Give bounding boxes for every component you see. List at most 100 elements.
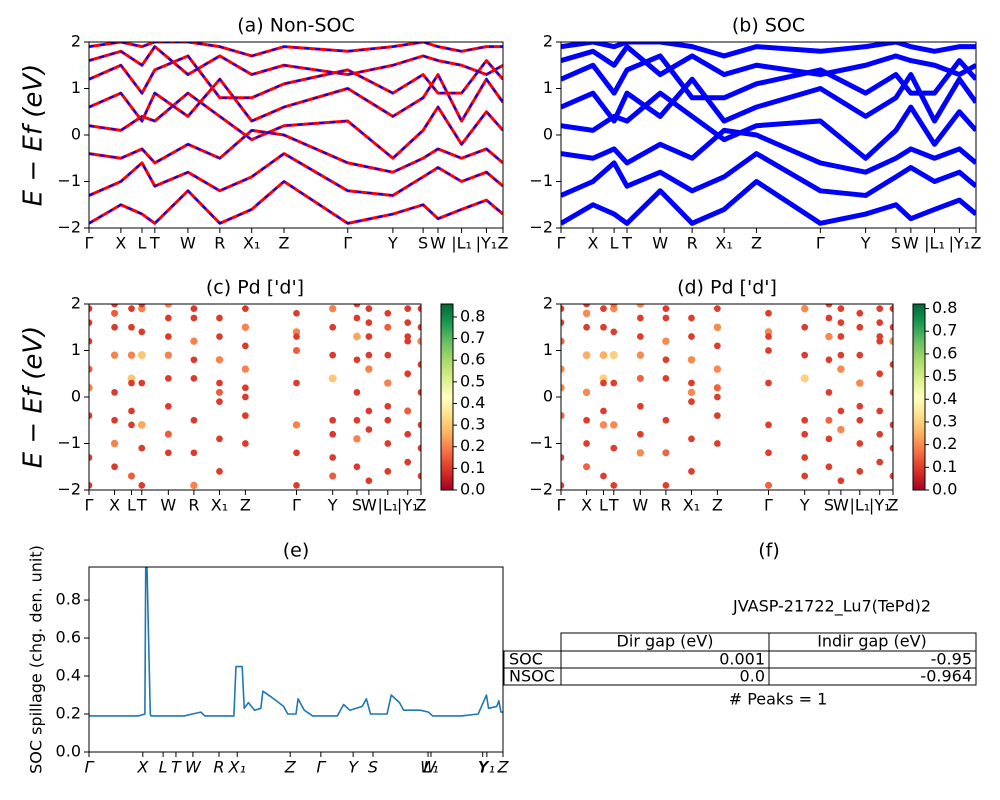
band-line <box>89 152 503 197</box>
projection-point <box>111 389 118 396</box>
projection-point <box>837 305 845 313</box>
projection-point <box>384 402 392 410</box>
projection-point <box>600 379 607 387</box>
projection-point <box>128 421 135 429</box>
projection-point <box>138 304 146 313</box>
projection-point <box>404 430 412 438</box>
x-tick-label: Z <box>497 758 510 777</box>
plot-area <box>89 567 503 717</box>
x-tick-label: R <box>687 234 698 253</box>
projection-point <box>89 482 93 489</box>
x-tick-label: |L₁ <box>924 234 945 253</box>
projection-point <box>329 454 337 461</box>
projection-point <box>164 402 172 410</box>
projection-point <box>856 440 864 447</box>
x-tick-label: R <box>188 496 199 515</box>
projection-point <box>293 309 300 317</box>
projection-point <box>876 458 884 466</box>
projection-point <box>837 365 845 373</box>
projection-point <box>764 481 773 489</box>
projection-point <box>856 351 864 359</box>
projection-point <box>89 454 93 461</box>
x-tick-label: W <box>180 234 196 253</box>
x-tick-label: L <box>610 234 619 253</box>
colorbar-tick-label: 0.2 <box>460 436 485 455</box>
projection-point <box>190 416 198 424</box>
projection-point <box>242 305 249 312</box>
y-tick-label: 0 <box>543 125 553 144</box>
projection-point <box>138 328 146 336</box>
colorbar-tick-label: 0.5 <box>932 366 957 385</box>
projection-point <box>216 314 223 322</box>
table-header-cell: Indir gap (eV) <box>817 632 927 651</box>
y-tick-label: 0 <box>71 387 81 406</box>
projection-point <box>801 351 809 359</box>
x-tick-label: W <box>420 758 437 777</box>
projection-point <box>856 379 864 387</box>
projection-point <box>365 477 373 485</box>
band-line-overlay <box>89 129 503 174</box>
projection-point <box>599 351 608 360</box>
projection-point <box>138 379 146 387</box>
x-tick-label: W <box>833 496 849 515</box>
projection-point <box>365 305 373 312</box>
x-tick-label: Y <box>478 758 489 777</box>
colorbar-tick-label: 0.4 <box>932 389 957 408</box>
projection-point <box>89 305 93 312</box>
panel-title: (b) SOC <box>732 15 805 37</box>
projection-point <box>662 375 670 382</box>
projection-point <box>561 454 565 461</box>
y-tick-label: −2 <box>529 480 553 499</box>
band-line-overlay <box>89 54 503 99</box>
x-tick-label: W <box>185 758 202 777</box>
x-tick-label: |Y₁ <box>397 496 419 515</box>
projection-point <box>561 481 565 489</box>
projection-point <box>89 384 93 392</box>
table-row <box>503 667 977 686</box>
y-tick-label: −1 <box>529 433 553 452</box>
projection-point <box>127 351 136 359</box>
projection-point <box>417 323 421 331</box>
projection-point <box>404 458 412 466</box>
projection-point <box>825 356 833 364</box>
x-tick-label: Γ <box>85 234 94 253</box>
y-tick-label: 2 <box>543 294 553 313</box>
y-tick-label: −1 <box>529 171 553 190</box>
projection-point <box>190 481 198 490</box>
x-tick-label: X₁ <box>228 758 246 777</box>
projection-point <box>417 305 421 312</box>
projection-point <box>190 337 198 345</box>
projection-point <box>889 323 893 331</box>
x-tick-label: |L₁ <box>451 234 472 253</box>
projection-point <box>365 351 373 359</box>
projection-point <box>329 351 337 359</box>
band-line-overlay <box>89 45 503 76</box>
projection-point <box>292 421 301 429</box>
projection-point <box>600 323 607 331</box>
x-tick-label: Γ <box>343 234 352 253</box>
projection-point <box>404 407 412 415</box>
projection-point <box>242 393 249 401</box>
y-tick-label: 2 <box>71 294 81 313</box>
plot-area <box>89 304 421 490</box>
colorbar-tick-label: 0.1 <box>932 457 957 476</box>
projection-point <box>662 305 670 313</box>
projection-point <box>384 468 392 475</box>
projection-point <box>353 332 361 341</box>
x-tick-label: Γ <box>316 758 326 777</box>
colorbar <box>440 303 454 491</box>
y-tick-label: −1 <box>57 171 81 190</box>
projection-point <box>610 444 618 452</box>
projection-point <box>365 333 373 340</box>
projection-point <box>713 384 721 392</box>
band-line <box>89 128 503 174</box>
axes-frame <box>88 566 504 753</box>
projection-point <box>714 305 721 313</box>
table-header-cell: Dir gap (eV) <box>617 632 714 651</box>
panel-title: (c) Pd ['d'] <box>206 277 304 299</box>
projection-point <box>353 416 361 424</box>
projection-point <box>876 305 884 313</box>
projection-point <box>164 351 173 359</box>
